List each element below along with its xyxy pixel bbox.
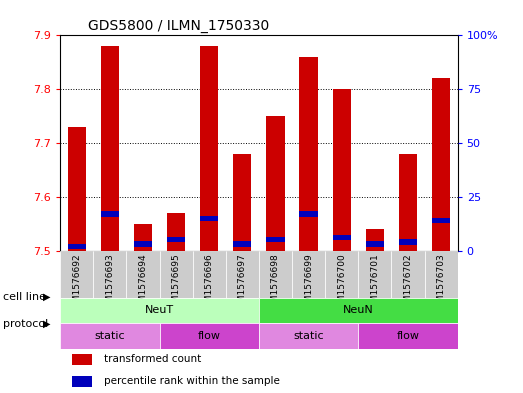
Text: GSM1576696: GSM1576696: [204, 253, 214, 314]
Text: flow: flow: [396, 331, 419, 341]
Text: protocol: protocol: [3, 319, 48, 329]
Bar: [167, 213, 185, 251]
Bar: [233, 154, 252, 251]
Text: cell line: cell line: [3, 292, 46, 302]
Bar: [72, 376, 92, 387]
Bar: [325, 251, 358, 298]
Bar: [233, 241, 252, 247]
Text: GSM1576697: GSM1576697: [238, 253, 247, 314]
Bar: [226, 251, 259, 298]
Text: transformed count: transformed count: [104, 354, 201, 364]
Bar: [333, 235, 351, 241]
Bar: [67, 127, 86, 251]
Text: percentile rank within the sample: percentile rank within the sample: [104, 376, 280, 386]
Bar: [391, 251, 425, 298]
Bar: [101, 211, 119, 217]
Bar: [399, 239, 417, 244]
Bar: [127, 251, 160, 298]
Bar: [200, 46, 218, 251]
Text: GSM1576703: GSM1576703: [437, 253, 446, 314]
Text: flow: flow: [198, 331, 221, 341]
Bar: [292, 251, 325, 298]
Bar: [300, 57, 317, 251]
Text: GSM1576700: GSM1576700: [337, 253, 346, 314]
Bar: [72, 354, 92, 365]
Bar: [134, 241, 152, 247]
Bar: [259, 251, 292, 298]
Bar: [60, 323, 160, 349]
Bar: [366, 229, 384, 251]
Bar: [432, 79, 450, 251]
Text: GSM1576701: GSM1576701: [370, 253, 379, 314]
Text: GSM1576694: GSM1576694: [139, 253, 147, 314]
Bar: [300, 211, 317, 217]
Bar: [399, 154, 417, 251]
Bar: [432, 218, 450, 223]
Bar: [192, 251, 226, 298]
Text: GSM1576698: GSM1576698: [271, 253, 280, 314]
Bar: [259, 323, 358, 349]
Text: static: static: [95, 331, 125, 341]
Bar: [358, 323, 458, 349]
Bar: [167, 237, 185, 242]
Bar: [134, 224, 152, 251]
Text: GSM1576699: GSM1576699: [304, 253, 313, 314]
Bar: [93, 251, 127, 298]
Text: GSM1576693: GSM1576693: [105, 253, 115, 314]
Text: static: static: [293, 331, 324, 341]
Bar: [60, 251, 93, 298]
Bar: [425, 251, 458, 298]
Text: NeuN: NeuN: [343, 305, 373, 316]
Bar: [160, 251, 192, 298]
Bar: [259, 298, 458, 323]
Bar: [101, 46, 119, 251]
Text: GSM1576692: GSM1576692: [72, 253, 81, 314]
Bar: [266, 237, 285, 242]
Bar: [358, 251, 391, 298]
Bar: [266, 116, 285, 251]
Bar: [67, 244, 86, 249]
Text: NeuT: NeuT: [145, 305, 174, 316]
Text: GSM1576695: GSM1576695: [172, 253, 180, 314]
Text: ▶: ▶: [43, 319, 50, 329]
Bar: [160, 323, 259, 349]
Text: GSM1576702: GSM1576702: [403, 253, 413, 314]
Bar: [366, 241, 384, 247]
Text: ▶: ▶: [43, 292, 50, 302]
Text: GDS5800 / ILMN_1750330: GDS5800 / ILMN_1750330: [88, 19, 269, 33]
Bar: [333, 89, 351, 251]
Bar: [200, 216, 218, 221]
Bar: [60, 298, 259, 323]
